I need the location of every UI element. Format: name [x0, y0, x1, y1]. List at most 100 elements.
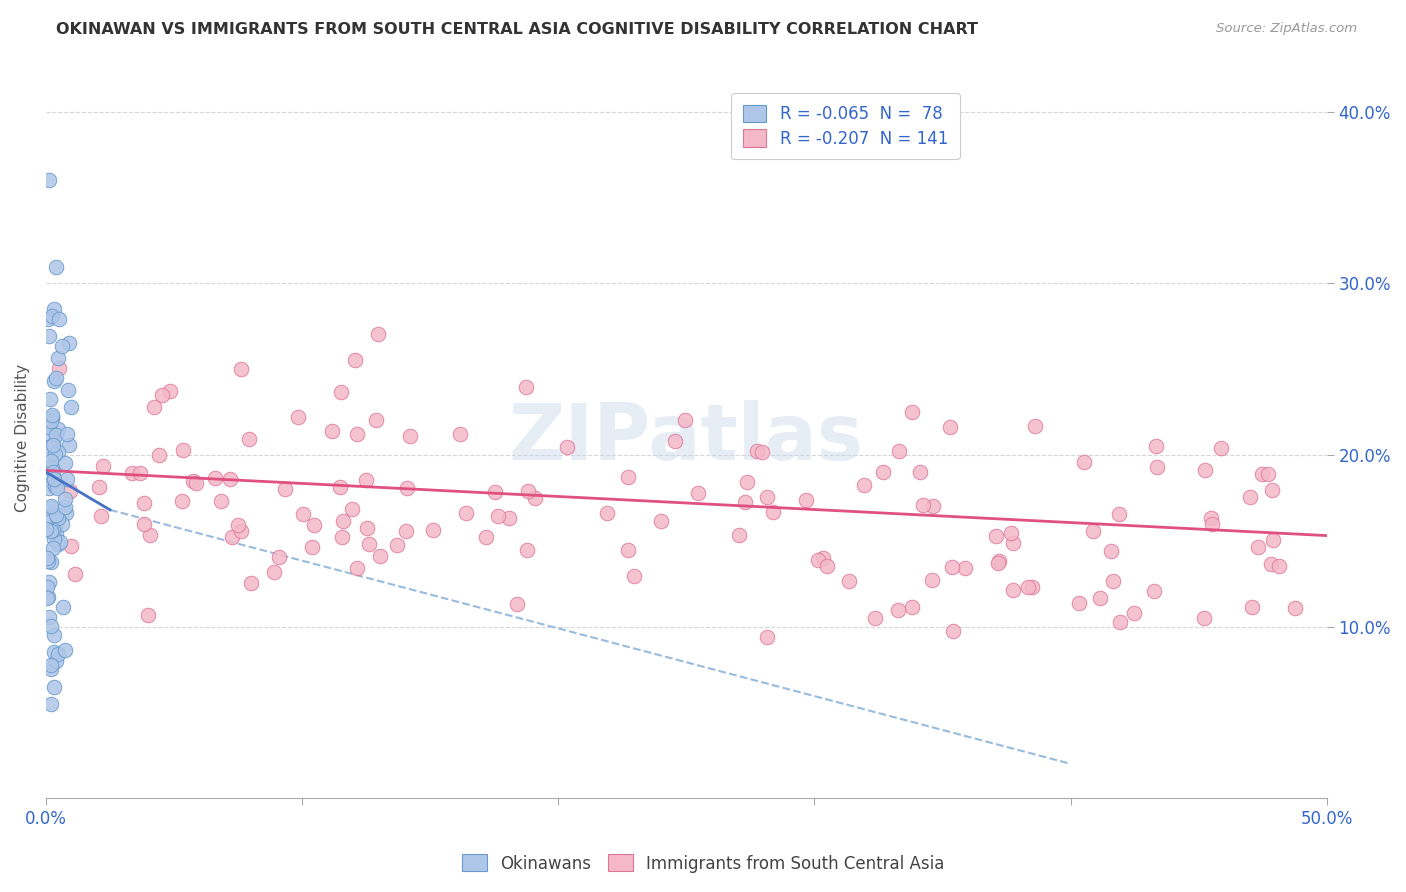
Point — [1099, 544, 1122, 558]
Point — [515, 380, 537, 394]
Point — [1194, 463, 1216, 477]
Point — [486, 509, 509, 524]
Point — [557, 440, 579, 454]
Point — [41, 409, 63, 424]
Point — [396, 481, 419, 495]
Point — [42, 466, 65, 480]
Point — [90, 508, 112, 523]
Point — [41, 523, 63, 537]
Point — [238, 432, 260, 446]
Point — [484, 485, 506, 500]
Point — [344, 352, 367, 367]
Point — [988, 554, 1011, 568]
Point — [46, 537, 69, 551]
Point — [53, 457, 76, 471]
Point — [184, 475, 207, 490]
Point — [269, 550, 291, 565]
Point — [41, 413, 63, 427]
Point — [42, 628, 65, 642]
Point — [52, 599, 75, 614]
Point — [523, 491, 546, 506]
Point — [42, 302, 65, 317]
Point — [887, 444, 910, 458]
Point — [39, 662, 62, 676]
Point — [38, 481, 60, 495]
Point — [45, 654, 67, 668]
Point — [872, 465, 894, 479]
Point — [422, 523, 444, 537]
Point — [686, 486, 709, 500]
Point — [516, 542, 538, 557]
Y-axis label: Cognitive Disability: Cognitive Disability — [15, 364, 30, 512]
Point — [939, 420, 962, 434]
Point — [39, 514, 62, 528]
Point — [1199, 511, 1222, 525]
Legend: R = -0.065  N =  78, R = -0.207  N = 141: R = -0.065 N = 78, R = -0.207 N = 141 — [731, 93, 960, 160]
Point — [45, 527, 67, 541]
Point — [229, 524, 252, 538]
Point — [329, 481, 352, 495]
Point — [329, 384, 352, 399]
Point — [42, 645, 65, 659]
Point — [321, 425, 343, 439]
Point — [475, 531, 498, 545]
Point — [59, 483, 82, 498]
Point — [901, 599, 924, 614]
Point — [1284, 600, 1306, 615]
Point — [53, 491, 76, 506]
Point — [1067, 596, 1090, 610]
Point — [229, 361, 252, 376]
Point — [41, 461, 63, 475]
Point — [1000, 526, 1022, 541]
Point — [346, 561, 368, 575]
Point — [506, 597, 529, 611]
Point — [623, 569, 645, 583]
Point — [44, 479, 66, 493]
Point — [887, 603, 910, 617]
Point — [181, 474, 204, 488]
Point — [912, 498, 935, 512]
Point — [1109, 615, 1132, 630]
Point — [1247, 540, 1270, 554]
Point — [1209, 441, 1232, 455]
Point — [38, 610, 60, 624]
Point — [45, 260, 67, 275]
Point — [1268, 559, 1291, 574]
Point — [942, 624, 965, 639]
Point — [1083, 524, 1105, 538]
Point — [45, 427, 67, 442]
Point — [44, 374, 66, 388]
Point — [59, 540, 82, 554]
Point — [1201, 516, 1223, 531]
Point — [42, 541, 65, 555]
Point — [46, 422, 69, 436]
Point — [287, 410, 309, 425]
Point — [87, 480, 110, 494]
Point — [673, 413, 696, 427]
Point — [395, 524, 418, 538]
Point — [39, 524, 62, 538]
Point — [1192, 611, 1215, 625]
Point — [226, 518, 249, 533]
Point — [616, 470, 638, 484]
Point — [41, 500, 63, 514]
Point — [41, 408, 63, 422]
Point — [37, 311, 59, 326]
Point — [385, 538, 408, 552]
Point — [1021, 581, 1043, 595]
Point — [1251, 467, 1274, 481]
Point — [39, 458, 62, 473]
Point — [39, 657, 62, 672]
Point — [38, 173, 60, 187]
Text: OKINAWAN VS IMMIGRANTS FROM SOUTH CENTRAL ASIA COGNITIVE DISABILITY CORRELATION : OKINAWAN VS IMMIGRANTS FROM SOUTH CENTRA… — [56, 22, 979, 37]
Point — [664, 434, 686, 448]
Legend: Okinawans, Immigrants from South Central Asia: Okinawans, Immigrants from South Central… — [456, 847, 950, 880]
Point — [815, 558, 838, 573]
Point — [46, 351, 69, 366]
Point — [38, 329, 60, 343]
Point — [517, 483, 540, 498]
Point — [449, 426, 471, 441]
Point — [340, 502, 363, 516]
Point — [596, 506, 619, 520]
Point — [1108, 508, 1130, 522]
